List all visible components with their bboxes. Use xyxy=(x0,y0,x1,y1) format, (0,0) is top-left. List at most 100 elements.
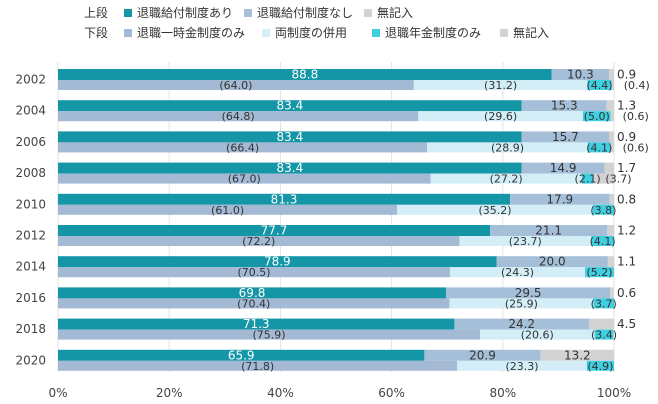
upper-bar-segment xyxy=(607,225,614,236)
lower-data-label: (23.7) xyxy=(509,235,542,248)
upper-bar-segment xyxy=(588,318,614,330)
y-category-label: 2014 xyxy=(15,260,46,274)
lower-data-label: (70.4) xyxy=(237,297,270,310)
upper-data-label: 15.7 xyxy=(552,130,579,144)
upper-bar-segment xyxy=(58,162,522,174)
legend-item-upper-no-answer: 無記入 xyxy=(364,4,413,21)
lower-bar-segment xyxy=(610,142,614,153)
upper-bar-segment xyxy=(58,69,552,80)
legend-item-pension-only: 退職年金制度のみ xyxy=(372,24,481,41)
upper-data-label: 0.9 xyxy=(617,130,636,144)
lower-data-label: (70.5) xyxy=(237,266,270,279)
x-tick-label: 100% xyxy=(597,386,631,400)
upper-data-label: 20.0 xyxy=(539,255,566,269)
lower-bar-segment xyxy=(58,142,428,153)
lower-data-label: (35.2) xyxy=(478,204,511,217)
upper-data-label: 1.2 xyxy=(617,224,636,238)
upper-data-label: 83.4 xyxy=(276,130,303,144)
chart-legend: 上段 下段 退職給付制度あり 退職給付制度なし 無記入 退職一時金制度のみ 両制… xyxy=(0,0,658,46)
upper-bar-segment xyxy=(496,256,608,268)
upper-data-label: 83.4 xyxy=(276,161,303,175)
upper-data-label: 21.1 xyxy=(535,224,562,238)
lower-bar-segment xyxy=(591,236,614,246)
lower-data-label: (0.6) xyxy=(623,141,649,154)
upper-data-label: 0.6 xyxy=(617,286,636,300)
upper-data-label: 69.8 xyxy=(239,286,266,300)
upper-bar-segment xyxy=(521,100,607,112)
upper-data-label: 78.9 xyxy=(264,255,291,269)
upper-bar-segment xyxy=(454,318,589,330)
legend-item-both-systems: 両制度の併用 xyxy=(262,24,347,41)
upper-data-label: 14.9 xyxy=(550,161,577,175)
lower-bar-segment xyxy=(58,111,419,122)
lower-data-label: (72.2) xyxy=(242,235,275,248)
lower-bar-segment xyxy=(413,80,588,90)
lower-data-label: (27.2) xyxy=(490,173,523,186)
upper-bar-segment xyxy=(521,131,609,143)
x-tick-label: 40% xyxy=(267,386,294,400)
legend-swatch xyxy=(262,29,270,37)
upper-bar-segment xyxy=(521,162,605,174)
legend-item-lump-sum-only: 退職一時金制度のみ xyxy=(124,24,245,41)
x-tick-label: 80% xyxy=(489,386,516,400)
lower-bar-segment xyxy=(418,111,583,122)
lower-bar-segment xyxy=(593,173,614,184)
lower-bar-segment xyxy=(58,80,414,90)
lower-data-label: (67.0) xyxy=(228,173,261,186)
y-category-label: 2016 xyxy=(15,291,46,305)
y-category-label: 2006 xyxy=(15,135,46,149)
lower-bar-segment xyxy=(586,360,614,371)
lower-data-label: (0.6) xyxy=(623,110,649,123)
lower-data-label: (64.0) xyxy=(219,79,252,92)
lower-bar-segment xyxy=(397,204,593,215)
lower-data-label: (3.8) xyxy=(590,204,616,217)
lower-bar-segment xyxy=(587,142,611,153)
upper-data-label: 4.5 xyxy=(617,317,636,331)
upper-bar-segment xyxy=(490,225,608,236)
lower-bar-segment xyxy=(58,329,481,340)
lower-bar-segment xyxy=(459,236,592,246)
lower-bar-segment xyxy=(58,236,460,246)
upper-bar-segment xyxy=(58,256,497,268)
lower-bar-segment xyxy=(611,80,614,90)
upper-bar-segment xyxy=(446,287,611,299)
upper-data-label: 77.7 xyxy=(261,224,288,238)
lower-data-label: (20.6) xyxy=(521,329,554,342)
lower-data-label: (3.7) xyxy=(591,297,617,310)
legend-swatch xyxy=(372,29,380,37)
lower-bar-segment xyxy=(449,298,594,309)
y-category-label: 2010 xyxy=(15,197,46,211)
legend-swatch xyxy=(364,9,372,17)
lower-bar-segment xyxy=(480,329,595,340)
upper-bar-segment xyxy=(58,225,491,236)
upper-data-label: 24.2 xyxy=(508,317,535,331)
legend-swatch xyxy=(124,29,132,37)
lower-bar-segment xyxy=(610,111,614,122)
lower-data-label: (0.4) xyxy=(624,79,650,92)
y-category-label: 2018 xyxy=(15,322,46,336)
lower-bar-segment xyxy=(427,142,588,153)
lower-bar-segment xyxy=(457,360,587,371)
upper-data-label: 88.8 xyxy=(292,68,319,82)
lower-data-label: (4.4) xyxy=(587,79,613,92)
lower-bar-segment xyxy=(58,173,431,184)
legend-swatch xyxy=(500,29,508,37)
upper-data-label: 83.4 xyxy=(276,99,303,113)
lower-bar-segment xyxy=(58,298,450,309)
lower-bar-segment xyxy=(593,298,614,309)
upper-data-label: 0.9 xyxy=(617,68,636,82)
upper-bar-segment xyxy=(58,100,522,112)
lower-data-label: (5.0) xyxy=(584,110,610,123)
lower-data-label: (25.9) xyxy=(505,297,538,310)
lower-data-label: (4.1) xyxy=(586,141,612,154)
lower-data-label: (64.8) xyxy=(222,110,255,123)
lower-data-label: (31.2) xyxy=(484,79,517,92)
y-category-label: 2012 xyxy=(15,229,46,243)
lower-data-label: (23.3) xyxy=(505,360,538,373)
lower-data-label: (5.2) xyxy=(587,266,613,279)
upper-data-label: 13.2 xyxy=(564,348,591,362)
lower-data-label: (71.8) xyxy=(241,360,274,373)
upper-data-label: 65.9 xyxy=(228,348,255,362)
lower-data-label: (4.9) xyxy=(587,360,613,373)
